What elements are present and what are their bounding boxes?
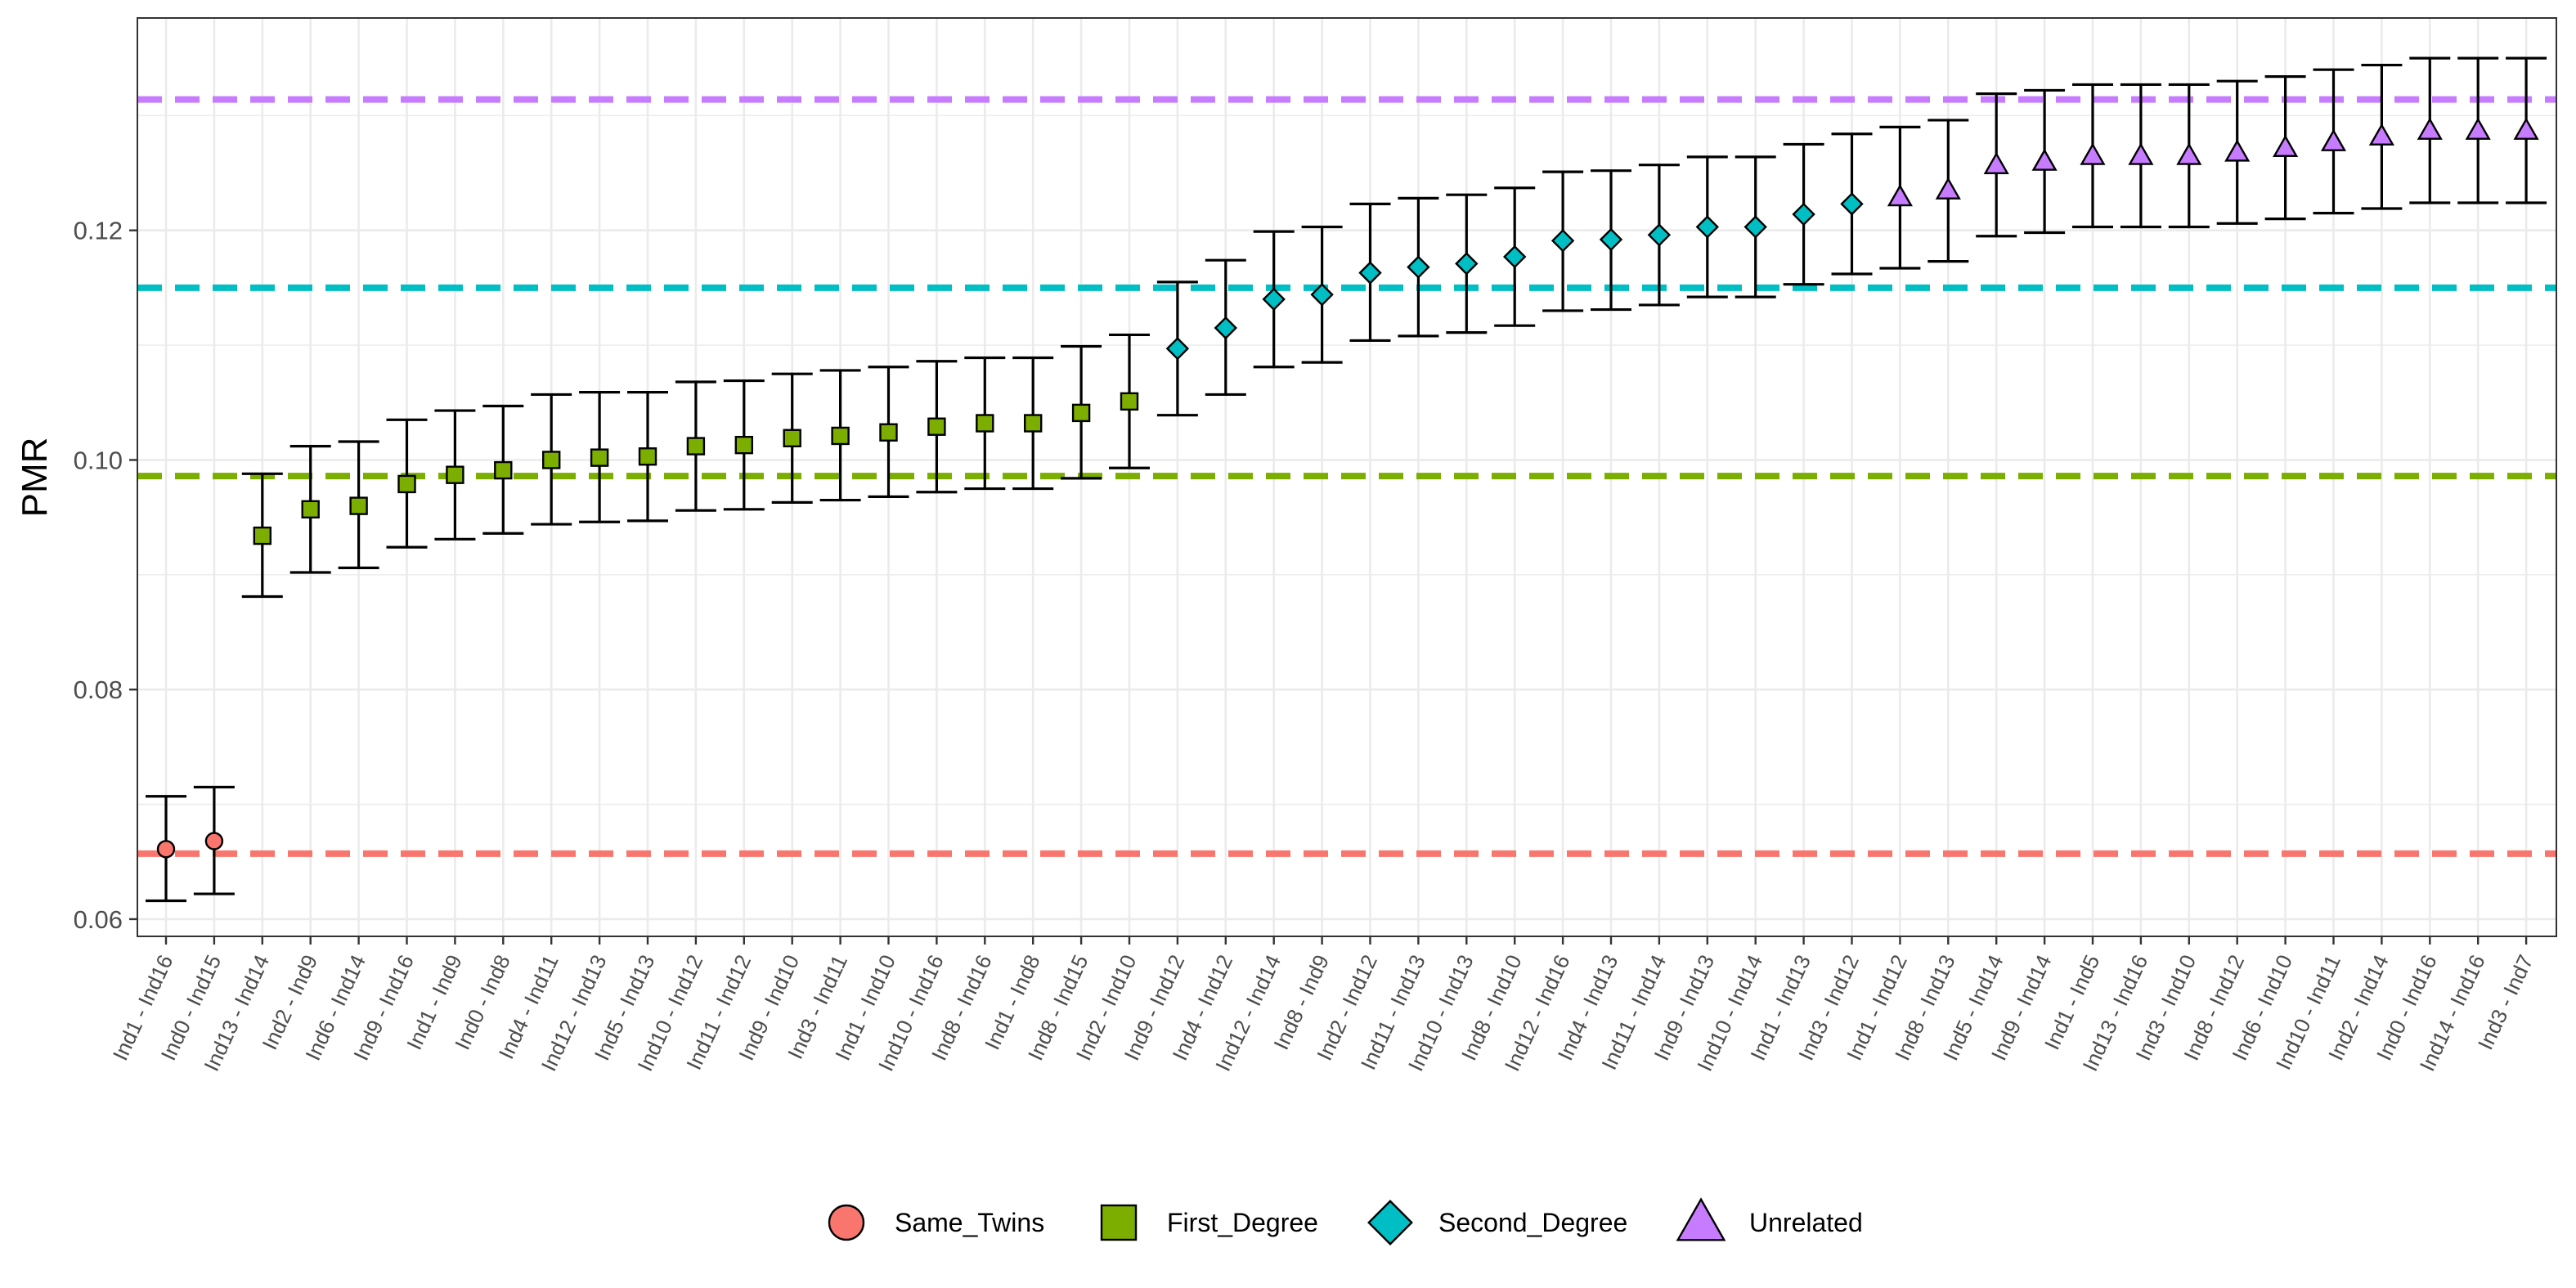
- data-points: [156, 117, 2539, 859]
- legend-label: Unrelated: [1749, 1208, 1863, 1237]
- data-point: [1840, 192, 1864, 216]
- data-point: [1310, 283, 1334, 307]
- data-point: [1695, 215, 1719, 239]
- legend-label: First_Degree: [1167, 1208, 1318, 1237]
- data-point: [1792, 202, 1815, 227]
- data-point: [2513, 117, 2539, 140]
- data-point: [204, 832, 224, 850]
- data-point: [1647, 223, 1672, 247]
- data-point: [734, 435, 753, 455]
- data-point: [976, 414, 994, 433]
- data-point: [542, 451, 561, 469]
- panel-border: [137, 17, 2557, 937]
- data-point: [2465, 117, 2491, 140]
- data-point: [2417, 117, 2443, 140]
- data-point: [446, 465, 464, 484]
- data-point: [638, 447, 657, 466]
- legend-key-second-degree: [1367, 1200, 1413, 1245]
- legend-key-same-twins: [828, 1204, 865, 1241]
- data-point: [831, 426, 850, 446]
- data-point: [1887, 184, 1913, 207]
- data-point: [2368, 123, 2394, 146]
- data-point: [1023, 414, 1043, 433]
- data-point: [397, 474, 416, 494]
- data-point: [1165, 337, 1190, 361]
- y-tick-label: 0.08: [74, 675, 123, 704]
- data-point: [1744, 215, 1767, 239]
- data-point: [1407, 255, 1430, 279]
- y-tick-label: 0.12: [74, 217, 123, 245]
- y-tick-label: 0.10: [74, 446, 123, 474]
- data-point: [1551, 229, 1575, 253]
- data-point: [2128, 142, 2154, 165]
- data-point: [1120, 392, 1139, 411]
- legend-key-first-degree: [1100, 1204, 1138, 1241]
- y-axis-title: PMR: [15, 438, 55, 518]
- data-point: [156, 840, 176, 859]
- legend: Same_Twins First_Degree Second_Degree Unrel…: [828, 1197, 1863, 1245]
- data-point: [1935, 177, 1961, 200]
- reference-lines: [137, 96, 2556, 857]
- data-point: [1455, 252, 1479, 276]
- data-point: [927, 417, 946, 436]
- data-point: [2176, 142, 2202, 165]
- data-point: [1983, 151, 2009, 175]
- data-point: [2320, 128, 2347, 151]
- data-point: [349, 496, 368, 515]
- legend-label: Second_Degree: [1438, 1208, 1627, 1237]
- data-point: [1503, 245, 1527, 269]
- legend-label: Same_Twins: [895, 1208, 1044, 1237]
- data-point: [2031, 148, 2058, 171]
- data-point: [686, 437, 706, 456]
- data-point: [783, 429, 801, 447]
- data-point: [879, 423, 898, 442]
- y-tick-label: 0.06: [74, 905, 123, 934]
- data-point: [2080, 142, 2106, 165]
- legend-key-unrelated: [1676, 1197, 1726, 1241]
- data-point: [1358, 261, 1382, 285]
- data-point: [301, 500, 320, 519]
- data-point: [253, 526, 272, 545]
- data-point: [1599, 227, 1623, 252]
- data-point: [1262, 287, 1286, 312]
- data-point: [590, 448, 609, 467]
- data-point: [2273, 134, 2299, 157]
- data-point: [1071, 403, 1091, 423]
- data-point: [494, 460, 513, 480]
- data-point: [2224, 139, 2251, 162]
- data-point: [1214, 316, 1237, 340]
